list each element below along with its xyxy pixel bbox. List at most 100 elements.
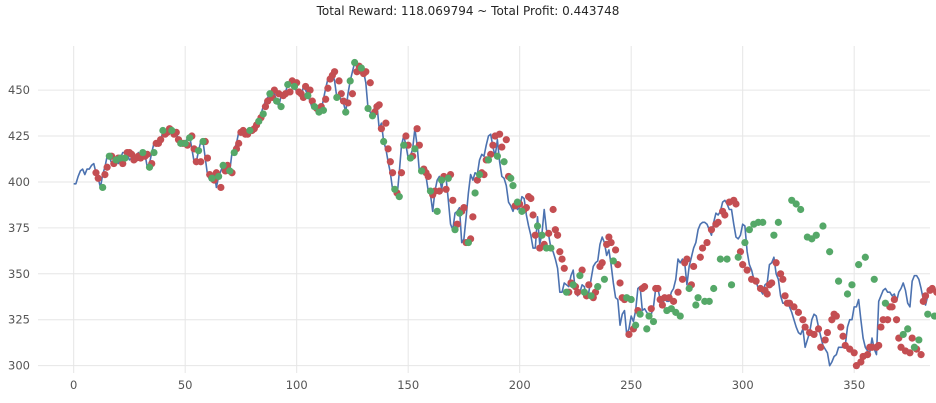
short-position-point (413, 125, 421, 133)
long-position-point (587, 292, 595, 300)
long-position-point (168, 126, 176, 135)
long-position-point (139, 148, 147, 157)
long-position-point (636, 310, 644, 318)
long-position-point (538, 231, 546, 239)
x-tick-label: 100 (286, 378, 308, 392)
short-position-point (460, 204, 468, 212)
short-position-point (324, 84, 332, 92)
short-position-point (308, 97, 316, 105)
x-tick-label: 0 (70, 378, 77, 392)
long-position-point (395, 193, 403, 201)
long-position-point (915, 336, 923, 344)
short-position-point (574, 288, 582, 296)
short-position-point (578, 266, 586, 274)
short-position-point (560, 264, 568, 272)
short-position-point (877, 323, 885, 331)
long-position-point (230, 148, 238, 157)
short-position-point (498, 143, 506, 151)
long-position-point (199, 137, 207, 146)
long-position-point (426, 187, 435, 195)
long-position-point (727, 281, 736, 289)
long-position-point (99, 183, 107, 192)
short-position-point (119, 159, 127, 168)
short-position-point (781, 292, 789, 300)
short-position-point (678, 275, 687, 283)
short-position-point (382, 119, 390, 127)
short-position-point (732, 200, 740, 208)
long-position-point (145, 163, 154, 171)
short-position-point (821, 336, 829, 344)
long-position-point (455, 209, 464, 217)
long-position-point (594, 283, 602, 291)
short-position-point (690, 262, 698, 271)
short-position-point (890, 295, 898, 304)
long-position-point (741, 238, 749, 247)
grid-lines (38, 46, 930, 373)
short-position-point (714, 218, 722, 226)
short-position-point (496, 130, 504, 138)
long-position-point (364, 104, 372, 113)
long-position-point (924, 310, 932, 318)
long-position-point (277, 103, 285, 111)
short-position-point (386, 158, 394, 166)
long-position-point (400, 141, 408, 149)
short-position-point (545, 229, 553, 237)
short-position-point (375, 101, 383, 109)
long-position-point (518, 207, 526, 215)
long-position-point (580, 288, 588, 296)
x-tick-label: 200 (509, 378, 531, 392)
chart-title: Total Reward: 118.069794 ~ Total Profit:… (316, 4, 620, 18)
short-position-point (790, 303, 798, 311)
short-position-point (696, 253, 704, 261)
short-position-point (553, 231, 562, 239)
short-position-point (743, 266, 751, 274)
short-position-point (330, 68, 339, 76)
long-position-point (351, 58, 359, 67)
long-position-point (417, 167, 426, 175)
short-position-point (707, 226, 716, 234)
short-position-point (402, 132, 410, 140)
short-position-point (776, 270, 785, 278)
short-position-point (344, 99, 352, 107)
short-position-point (605, 233, 613, 241)
short-position-point (884, 316, 892, 324)
x-tick-label: 300 (732, 378, 754, 392)
short-position-point (721, 211, 729, 219)
long-position-point (475, 171, 484, 179)
short-position-point (556, 248, 564, 256)
long-position-point (848, 281, 856, 289)
long-position-point (513, 198, 522, 206)
short-position-point (473, 176, 481, 184)
short-position-point (669, 297, 678, 305)
long-position-point (451, 226, 459, 234)
short-position-point (917, 351, 925, 359)
x-tick-label: 250 (620, 378, 642, 392)
long-position-point (692, 301, 700, 309)
short-position-point (857, 358, 865, 366)
long-position-point (930, 312, 936, 320)
long-position-point (194, 147, 203, 155)
long-position-point (471, 189, 479, 197)
long-position-point (843, 290, 852, 298)
short-position-point (527, 194, 535, 203)
short-position-point (817, 343, 825, 351)
short-position-point (489, 141, 497, 149)
short-position-point (469, 213, 477, 221)
short-position-point (908, 334, 916, 342)
short-position-point (551, 226, 559, 234)
long-position-point (694, 294, 702, 302)
long-position-point (273, 97, 281, 105)
long-position-point (368, 112, 377, 120)
short-position-point (752, 277, 760, 285)
y-tick-label: 425 (8, 129, 30, 143)
long-position-point (304, 92, 312, 100)
short-position-point (449, 196, 457, 204)
short-position-point (611, 246, 620, 254)
short-position-point (388, 169, 397, 177)
long-position-point (215, 172, 223, 181)
long-position-point (255, 117, 263, 125)
long-position-point (676, 312, 684, 320)
y-tick-label: 325 (8, 313, 30, 327)
long-position-point (904, 325, 912, 333)
